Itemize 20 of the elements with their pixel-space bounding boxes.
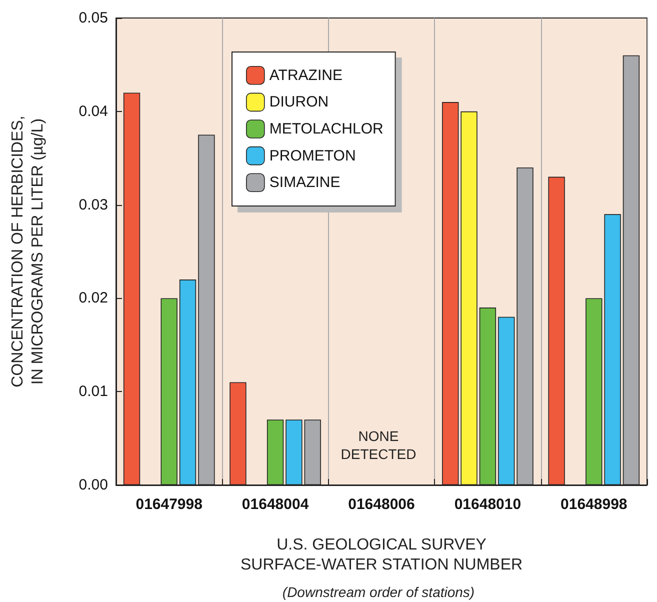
legend-label: METOLACHLOR xyxy=(269,120,384,138)
legend-label: PROMETON xyxy=(269,147,356,164)
y-tick-label: 0.03 xyxy=(78,196,108,214)
legend-label: ATRAZINE xyxy=(269,66,342,84)
x-axis-title: U.S. GEOLOGICAL SURVEY SURFACE-WATER STATION NUMBER xyxy=(240,536,523,574)
y-tick-label: 0.02 xyxy=(78,290,108,307)
x-tick-label: 01648998 xyxy=(560,496,628,513)
y-axis-title: CONCENTRATION OF HERBICIDES, IN MICROGRAMS PER LITER (µg/L) xyxy=(10,116,46,388)
text: (Downstream order of stations) xyxy=(282,584,475,600)
y-tick-label: 0.04 xyxy=(78,102,108,120)
legend-label: DIURON xyxy=(269,94,329,111)
y-tick-label: 0.01 xyxy=(78,383,108,400)
x-tick-label: 01648004 xyxy=(242,496,310,513)
y-tick-label: 0.05 xyxy=(78,10,108,26)
x-tick-label: 01648006 xyxy=(348,496,415,513)
legend-label: SIMAZINE xyxy=(269,174,340,192)
x-tick-label: 01648010 xyxy=(454,496,522,513)
x-tick-label: 01647998 xyxy=(136,496,202,513)
annotation: NONE DETECTED xyxy=(340,428,416,462)
y-tick-label: 0.00 xyxy=(78,476,108,494)
